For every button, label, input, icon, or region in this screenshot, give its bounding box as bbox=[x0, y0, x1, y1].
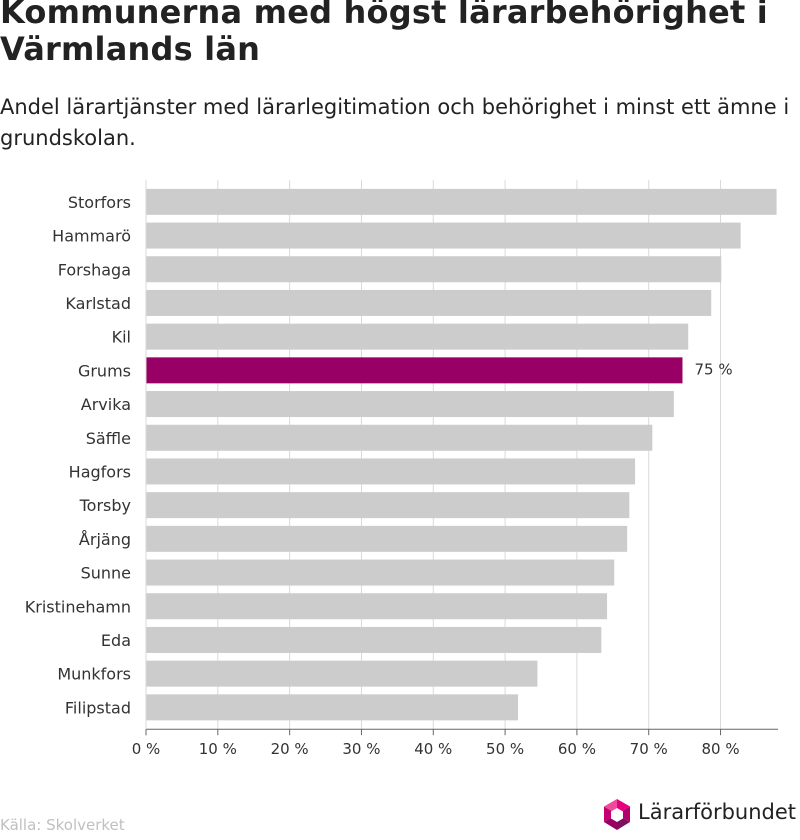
category-label: Torsby bbox=[79, 496, 131, 515]
x-tick-label: 0 % bbox=[132, 740, 161, 758]
bar-säffle bbox=[146, 424, 653, 451]
bar-arvika bbox=[146, 391, 674, 418]
category-label: Sunne bbox=[81, 564, 131, 583]
data-label: 75 % bbox=[694, 360, 732, 378]
category-label: Hagfors bbox=[69, 462, 131, 481]
x-tick-label: 20 % bbox=[271, 740, 309, 758]
bar-forshaga bbox=[146, 256, 722, 283]
category-label: Karlstad bbox=[65, 294, 131, 313]
x-tick-label: 60 % bbox=[558, 740, 596, 758]
bar-hammarö bbox=[146, 222, 741, 249]
x-tick-label: 30 % bbox=[342, 740, 380, 758]
brand-logo: Lärarförbundet bbox=[602, 798, 800, 832]
x-tick-label: 10 % bbox=[199, 740, 237, 758]
bar-munkfors bbox=[146, 660, 538, 687]
source-note: Källa: Skolverket bbox=[0, 816, 125, 834]
x-tick-label: 40 % bbox=[414, 740, 452, 758]
bar-årjäng bbox=[146, 525, 628, 552]
category-label: Storfors bbox=[68, 193, 131, 212]
category-label: Munkfors bbox=[57, 665, 131, 684]
category-label: Grums bbox=[78, 361, 131, 380]
chart-subtitle: Andel lärartjänster med lärarlegitimatio… bbox=[0, 95, 790, 150]
bar-eda bbox=[146, 626, 602, 653]
bar-filipstad bbox=[146, 694, 519, 721]
chart-title: Kommunerna med högst lärarbehörighet i V… bbox=[0, 0, 768, 68]
brand-name: Lärarförbundet bbox=[638, 800, 797, 824]
bar-karlstad bbox=[146, 289, 712, 316]
hexagon-logo-icon bbox=[604, 799, 630, 830]
category-label: Eda bbox=[101, 631, 131, 650]
category-label: Kristinehamn bbox=[25, 597, 131, 616]
bar-chart: Storfors Hammarö Forshaga Karlstad Kil Grums 7… bbox=[25, 180, 778, 758]
category-label: Årjäng bbox=[79, 530, 131, 549]
bar-sunne bbox=[146, 559, 615, 586]
bar-kil bbox=[146, 323, 689, 350]
category-label: Säffle bbox=[86, 429, 131, 448]
x-tick-label: 50 % bbox=[486, 740, 524, 758]
bar-grums bbox=[146, 357, 683, 384]
bar-kristinehamn bbox=[146, 593, 608, 620]
category-label: Filipstad bbox=[65, 698, 131, 717]
x-tick-label: 70 % bbox=[630, 740, 668, 758]
category-label: Hammarö bbox=[52, 227, 131, 246]
bar-torsby bbox=[146, 492, 630, 519]
x-tick-label: 80 % bbox=[701, 740, 739, 758]
bar-storfors bbox=[146, 188, 777, 215]
bar-hagfors bbox=[146, 458, 636, 485]
category-label: Forshaga bbox=[58, 260, 131, 279]
category-label: Arvika bbox=[81, 395, 131, 414]
category-label: Kil bbox=[112, 328, 131, 347]
